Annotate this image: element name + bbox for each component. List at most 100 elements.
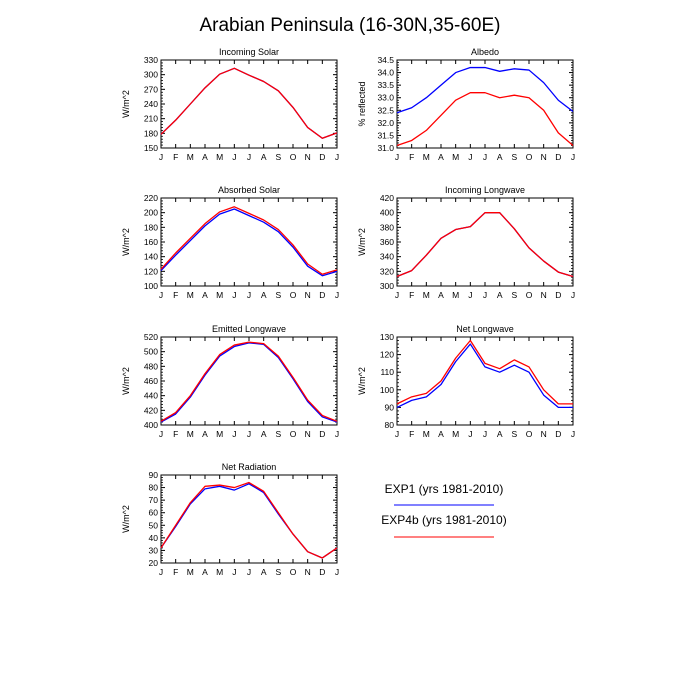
x-tick-label: M [423,429,430,439]
panel-title: Incoming Longwave [445,185,525,195]
x-tick-label: J [571,290,575,300]
x-tick-label: S [275,429,281,439]
x-tick-label: N [305,567,311,577]
y-tick-label: 50 [149,520,159,530]
x-tick-label: M [452,429,459,439]
y-tick-label: 380 [380,222,394,232]
series-line-exp4b [160,481,338,559]
x-tick-label: F [409,152,414,162]
y-tick-label: 110 [380,367,394,377]
x-tick-label: D [555,152,561,162]
y-tick-label: 300 [380,281,394,291]
panels: Incoming Solar W/m^2 150 180 210 240 270 300 330… [121,47,575,577]
x-tick-label: S [511,152,517,162]
x-tick-label: J [159,429,163,439]
x-tick-label: J [159,567,163,577]
x-tick-label: M [452,152,459,162]
y-tick-label: 180 [144,128,158,138]
panel-absorbed-solar: Absorbed Solar W/m^2 100 120 140 160 180 200 220… [121,185,339,300]
x-tick-label: F [409,429,414,439]
x-tick-label: J [468,429,472,439]
panel-albedo: Albedo % reflected 31.0 31.5 32.0 32.5 33.0 33.… [357,47,575,162]
y-tick-label: 440 [144,391,158,401]
y-tick-label: 160 [144,237,158,247]
y-tick-label: 460 [144,376,158,386]
panel-title: Emitted Longwave [212,324,286,334]
x-tick-label: S [275,152,281,162]
y-tick-label: 140 [144,252,158,262]
y-tick-label: 40 [149,533,159,543]
series-line-exp1 [396,343,573,409]
y-tick-label: 120 [144,266,158,276]
x-tick-label: M [216,152,223,162]
y-tick-label: 130 [380,332,394,342]
x-tick-label: J [335,429,339,439]
series-line-exp1 [160,67,338,139]
y-tick-label: 340 [380,252,394,262]
x-tick-label: J [232,152,236,162]
plot-frame [160,336,338,426]
x-tick-label: O [526,290,533,300]
y-tick-label: 60 [149,508,159,518]
x-tick-label: A [497,152,503,162]
series-line-exp4b [396,212,574,278]
x-tick-label: J [468,152,472,162]
x-tick-label: J [335,290,339,300]
x-tick-label: O [290,429,297,439]
x-tick-label: M [187,567,194,577]
series-line-exp1 [160,483,338,559]
series-line-exp1 [160,208,338,277]
x-tick-label: J [483,152,487,162]
x-tick-label: A [438,152,444,162]
x-tick-label: A [261,567,267,577]
y-tick-label: 34.5 [377,55,394,65]
series-line-exp1 [396,66,574,114]
series-line-exp4b [396,92,574,147]
y-tick-label: 360 [380,237,394,247]
x-tick-label: D [555,290,561,300]
legend-label-exp4b: EXP4b (yrs 1981-2010) [381,513,506,527]
x-tick-label: J [247,152,251,162]
y-tick-label: 70 [149,495,159,505]
panel-incoming-solar: Incoming Solar W/m^2 150 180 210 240 270 300 330… [121,47,339,162]
x-tick-label: S [275,567,281,577]
x-tick-label: D [319,290,325,300]
x-tick-label: M [423,290,430,300]
y-axis-label: % reflected [357,81,367,126]
x-tick-label: F [409,290,414,300]
x-tick-label: A [202,567,208,577]
y-tick-label: 330 [144,55,158,65]
x-tick-label: A [202,290,208,300]
y-tick-label: 32.5 [377,105,394,115]
x-tick-label: A [497,290,503,300]
x-tick-label: M [187,152,194,162]
x-tick-label: M [216,429,223,439]
y-tick-label: 34.0 [377,68,394,78]
x-tick-label: J [247,429,251,439]
plot-frame [396,197,574,287]
y-tick-label: 480 [144,361,158,371]
y-axis-label: W/m^2 [121,90,131,118]
x-tick-label: J [395,152,399,162]
x-tick-label: A [261,290,267,300]
x-tick-label: A [202,429,208,439]
y-tick-label: 80 [385,420,395,430]
series-line-exp4b [396,339,573,405]
y-tick-label: 33.5 [377,80,394,90]
y-tick-label: 420 [380,193,394,203]
x-tick-label: M [187,290,194,300]
x-tick-label: M [216,567,223,577]
x-tick-label: F [173,290,178,300]
x-tick-label: M [423,152,430,162]
y-tick-label: 320 [380,266,394,276]
y-tick-label: 80 [149,483,159,493]
x-tick-label: F [173,429,178,439]
x-tick-label: A [261,152,267,162]
x-tick-label: J [232,567,236,577]
y-tick-label: 300 [144,70,158,80]
panel-incoming-longwave: Incoming Longwave W/m^2 300 320 340 360 380 400… [357,185,575,300]
panel-title: Albedo [471,47,499,57]
